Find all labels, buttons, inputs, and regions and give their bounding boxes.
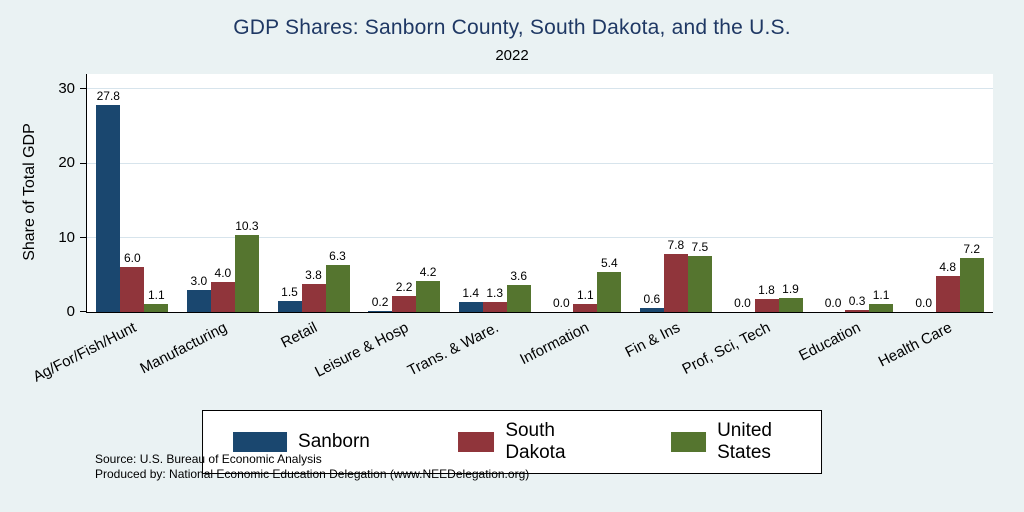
bar-value-label: 1.4	[462, 286, 480, 300]
y-tick-label: 0	[66, 303, 75, 320]
plot-area: 0 10 20 30 27.8 6.0 1.1 3.0 4.0 10.3 1.5 3.8 6.3 0.2…	[58, 74, 993, 320]
y-tick-mark	[80, 237, 87, 239]
bar	[392, 296, 417, 312]
bar	[663, 254, 688, 312]
x-axis-labels: Ag/For/Fish/Hunt Manufacturing Retail Leisu…	[30, 313, 992, 418]
gridline	[87, 162, 993, 164]
bar	[277, 301, 302, 312]
bar	[210, 282, 235, 312]
legend-label: South Dakota	[505, 420, 566, 463]
x-axis-label: Trans. & Ware.	[404, 319, 502, 380]
bar-value-label: 4.0	[214, 266, 232, 280]
bar	[845, 310, 870, 312]
legend-swatch	[457, 432, 495, 452]
bar-value-label: 3.0	[190, 274, 208, 288]
x-axis-label: Ag/For/Fish/Hunt	[30, 319, 140, 386]
bar-value-label: 0.0	[824, 296, 842, 310]
legend-swatch	[671, 432, 707, 452]
bar-value-label: 1.1	[872, 288, 890, 302]
source-note: Source: U.S. Bureau of Economic Analysis	[95, 452, 322, 466]
bar-value-label: 0.0	[915, 296, 933, 310]
x-axis-label: Fin & Ins	[622, 319, 683, 362]
bar-value-label: 7.5	[691, 240, 709, 254]
y-tick-label: 30	[58, 79, 75, 97]
footer-notes: Source: U.S. Bureau of Economic Analysis…	[95, 452, 529, 482]
bar	[639, 308, 664, 312]
bar-value-label: 4.2	[419, 265, 437, 279]
chart-subtitle: 2022	[495, 47, 529, 64]
y-tick-mark	[80, 88, 87, 90]
x-axis-label: Prof, Sci, Tech	[679, 319, 774, 378]
bar-value-label: 0.0	[552, 296, 570, 310]
gridline	[87, 88, 993, 90]
bar-value-label: 7.8	[667, 238, 685, 252]
bar-value-label: 1.8	[758, 283, 775, 297]
bar	[482, 302, 507, 312]
bar-value-label: 3.6	[510, 269, 528, 283]
legend-swatch	[233, 432, 288, 452]
legend-item: United States	[671, 420, 791, 464]
bar-value-label: 6.3	[329, 249, 346, 263]
y-tick-label: 10	[58, 228, 75, 246]
bar-value-label: 1.5	[281, 285, 298, 299]
bar	[869, 304, 894, 312]
legend-box: Sanborn South Dakota United States	[202, 410, 822, 474]
chart-title: GDP Shares: Sanborn County, South Dakota…	[233, 16, 791, 39]
bar-value-label: 5.4	[600, 256, 618, 270]
bar	[573, 304, 598, 312]
bar	[325, 265, 350, 312]
x-axis-label: Education	[796, 319, 864, 365]
bar	[778, 298, 803, 312]
bar-value-label: 2.2	[395, 280, 413, 294]
bar-value-label: 0.3	[848, 294, 866, 308]
bar-value-label: 3.8	[305, 268, 322, 282]
bar-value-label: 0.0	[734, 296, 751, 310]
bar-value-label: 4.8	[939, 260, 957, 274]
legend-item: South Dakota	[457, 420, 583, 464]
bar	[687, 256, 712, 312]
bar	[754, 299, 779, 312]
bar	[301, 284, 326, 312]
y-tick-mark	[80, 310, 87, 312]
bar	[458, 302, 483, 312]
bar-value-label: 0.2	[371, 295, 389, 309]
bar	[935, 276, 960, 312]
bar	[597, 272, 622, 312]
x-axis-label: Health Care	[875, 319, 955, 371]
bar	[186, 290, 211, 312]
bar-value-label: 10.3	[235, 219, 259, 233]
bar-value-label: 0.6	[643, 292, 661, 306]
x-axis-label: Manufacturing	[137, 319, 230, 378]
bar	[96, 105, 121, 312]
bar	[959, 258, 984, 312]
bar-value-label: 6.0	[123, 251, 141, 265]
bar	[120, 267, 145, 312]
gridline	[87, 237, 993, 239]
legend-label: United States	[717, 420, 772, 463]
produced-by-note: Produced by: National Economic Education…	[95, 467, 530, 481]
bar	[234, 235, 259, 312]
legend-item: Sanborn	[233, 431, 370, 453]
bar-value-label: 1.3	[486, 286, 504, 300]
x-axis-label: Leisure & Hosp	[311, 319, 411, 381]
bar	[144, 304, 169, 312]
bar-value-label: 1.9	[782, 282, 799, 296]
legend-label: Sanborn	[298, 431, 370, 452]
bar	[416, 281, 441, 312]
x-axis-label: Information	[517, 319, 593, 369]
y-tick-mark	[80, 162, 87, 164]
bar	[506, 285, 531, 312]
bar-value-label: 7.2	[963, 242, 981, 256]
bar-value-label: 27.8	[96, 89, 120, 103]
bar-value-label: 1.1	[576, 288, 594, 302]
x-axis-label: Retail	[278, 319, 321, 352]
y-tick-label: 20	[58, 154, 75, 172]
bar-value-label: 1.1	[147, 288, 165, 302]
bar	[368, 311, 393, 312]
